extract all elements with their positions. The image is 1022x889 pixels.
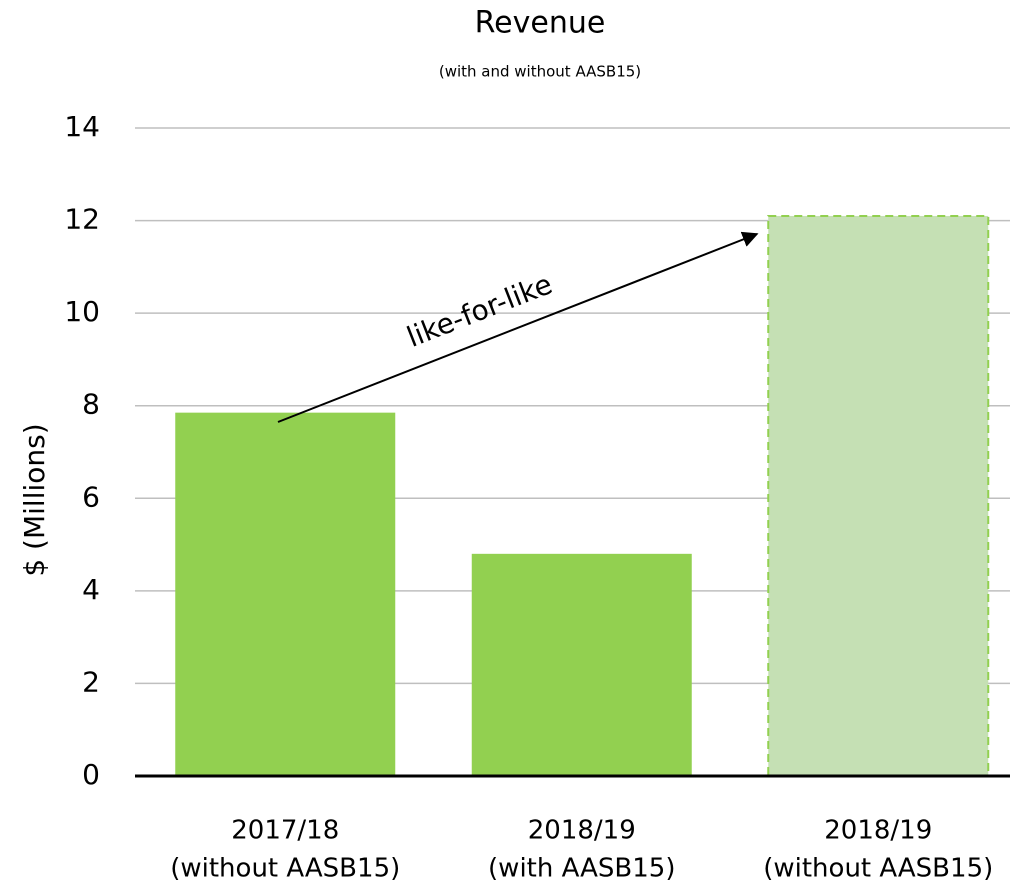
y-axis-label: $ (Millions) bbox=[18, 423, 51, 576]
bar bbox=[175, 412, 396, 776]
y-tick-label: 8 bbox=[82, 388, 100, 421]
chart-title: Revenue bbox=[475, 6, 606, 41]
x-tick-label: (with AASB15) bbox=[488, 854, 675, 884]
x-tick-label: 2018/19 bbox=[528, 816, 636, 846]
chart-subtitle: (with and without AASB15) bbox=[439, 63, 641, 81]
y-tick-label: 12 bbox=[64, 203, 100, 236]
y-tick-label: 4 bbox=[82, 573, 100, 606]
y-tick-label: 10 bbox=[64, 295, 100, 328]
bar bbox=[767, 214, 990, 777]
annotation: like-for-like bbox=[402, 267, 556, 354]
bar bbox=[471, 553, 692, 776]
y-tick-label: 6 bbox=[82, 480, 100, 513]
x-tick-label: 2018/19 bbox=[824, 816, 932, 846]
y-tick-label: 0 bbox=[82, 758, 100, 791]
annotation-arrow bbox=[277, 231, 759, 423]
x-tick-label: (without AASB15) bbox=[170, 854, 400, 884]
y-tick-label: 2 bbox=[82, 665, 100, 698]
x-tick-label: (without AASB15) bbox=[763, 854, 993, 884]
y-tick-label: 14 bbox=[64, 110, 100, 143]
x-tick-label: 2017/18 bbox=[231, 816, 339, 846]
